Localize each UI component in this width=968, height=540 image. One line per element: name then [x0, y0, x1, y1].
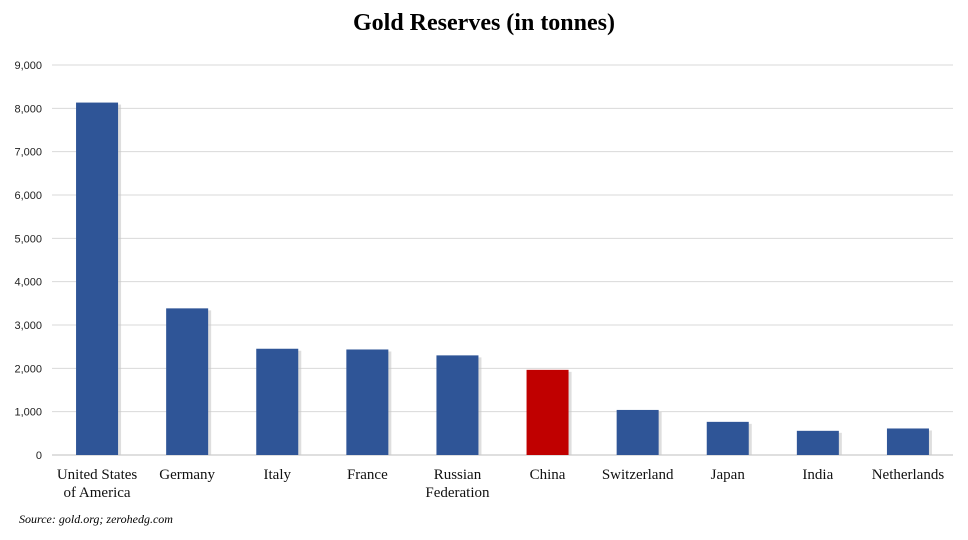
y-tick-label: 5,000: [14, 233, 42, 245]
y-tick-label: 7,000: [14, 147, 42, 159]
bar: [256, 348, 299, 455]
bar: [76, 102, 119, 455]
bar: [616, 409, 659, 455]
x-category-label: Germany: [159, 467, 215, 483]
bar: [166, 308, 209, 455]
bar: [436, 355, 479, 455]
y-tick-label: 3,000: [14, 320, 42, 332]
x-category-label: China: [530, 467, 566, 483]
x-category-label: Switzerland: [602, 467, 674, 483]
bar: [346, 349, 389, 455]
y-tick-label: 0: [36, 450, 42, 462]
bar: [796, 430, 839, 455]
x-category-label: Japan: [711, 467, 746, 483]
bars: [76, 102, 932, 455]
bar: [526, 369, 569, 455]
y-tick-label: 1,000: [14, 407, 42, 419]
bar: [886, 428, 929, 455]
y-tick-label: 4,000: [14, 277, 42, 289]
x-category-label: Italy: [264, 467, 292, 483]
y-tick-label: 2,000: [14, 363, 42, 375]
bar: [706, 421, 749, 455]
chart-title: Gold Reserves (in tonnes): [353, 10, 615, 36]
x-category-label: Russian Federation: [425, 467, 490, 501]
y-tick-label: 9,000: [14, 60, 42, 72]
source-note: Source: gold.org; zerohedg.com: [19, 512, 173, 526]
x-category-label: Netherlands: [872, 467, 945, 483]
y-axis-tick-labels: 0 1,000 2,000 3,000 4,000 5,000 6,000 7,000 8,00…: [14, 60, 42, 462]
x-category-label: France: [347, 467, 388, 483]
x-category-label: United States of America: [57, 467, 138, 501]
x-category-label: India: [802, 467, 833, 483]
x-axis-category-labels: United States of America Germany Italy Franc…: [57, 467, 944, 501]
y-tick-label: 8,000: [14, 103, 42, 115]
y-tick-label: 6,000: [14, 190, 42, 202]
